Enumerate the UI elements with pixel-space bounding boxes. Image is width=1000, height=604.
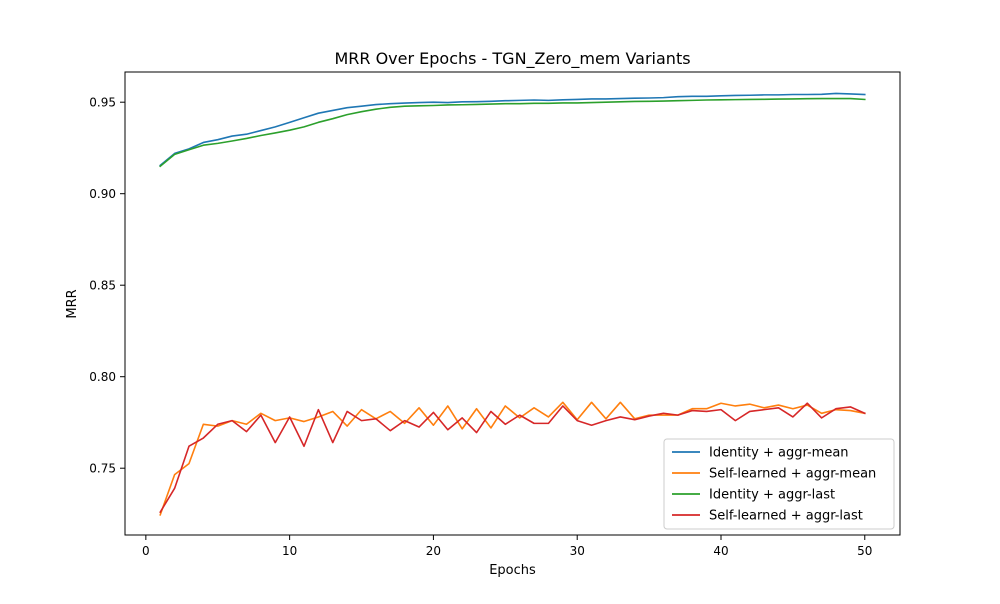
y-axis: 0.75 0.80 0.85 0.90 0.95 bbox=[89, 96, 125, 476]
x-tick-label: 30 bbox=[570, 544, 585, 558]
series-line-3 bbox=[159, 97, 866, 168]
legend-box bbox=[663, 438, 895, 530]
y-tick-label: 0.95 bbox=[89, 96, 116, 110]
y-tick-label: 0.80 bbox=[89, 370, 116, 384]
y-tick-label: 0.85 bbox=[89, 279, 116, 293]
x-axis: 0 10 20 30 40 50 bbox=[142, 535, 872, 558]
series-line-2 bbox=[159, 401, 866, 516]
series-line-4 bbox=[159, 402, 866, 514]
x-axis-label: Epochs bbox=[489, 563, 536, 578]
x-tick-label: 40 bbox=[713, 544, 728, 558]
x-tick-label: 50 bbox=[857, 544, 872, 558]
legend: Identity + aggr-mean Self-learned + aggr-… bbox=[663, 438, 895, 530]
series-group bbox=[159, 92, 866, 516]
y-tick-label: 0.90 bbox=[89, 187, 116, 201]
chart-title: MRR Over Epochs - TGN_Zero_mem Variants bbox=[334, 49, 690, 69]
y-tick-label: 0.75 bbox=[89, 462, 116, 476]
x-tick-label: 20 bbox=[426, 544, 441, 558]
x-tick-label: 0 bbox=[142, 544, 150, 558]
series-line-1 bbox=[159, 92, 866, 167]
x-tick-label: 10 bbox=[282, 544, 297, 558]
y-axis-label: MRR bbox=[65, 289, 80, 318]
axes-frame bbox=[124, 71, 901, 536]
legend-label: Identity + aggr-last bbox=[709, 488, 835, 503]
legend-label: Self-learned + aggr-last bbox=[709, 509, 863, 524]
legend-label: Self-learned + aggr-mean bbox=[709, 467, 876, 482]
legend-label: Identity + aggr-mean bbox=[709, 446, 849, 461]
